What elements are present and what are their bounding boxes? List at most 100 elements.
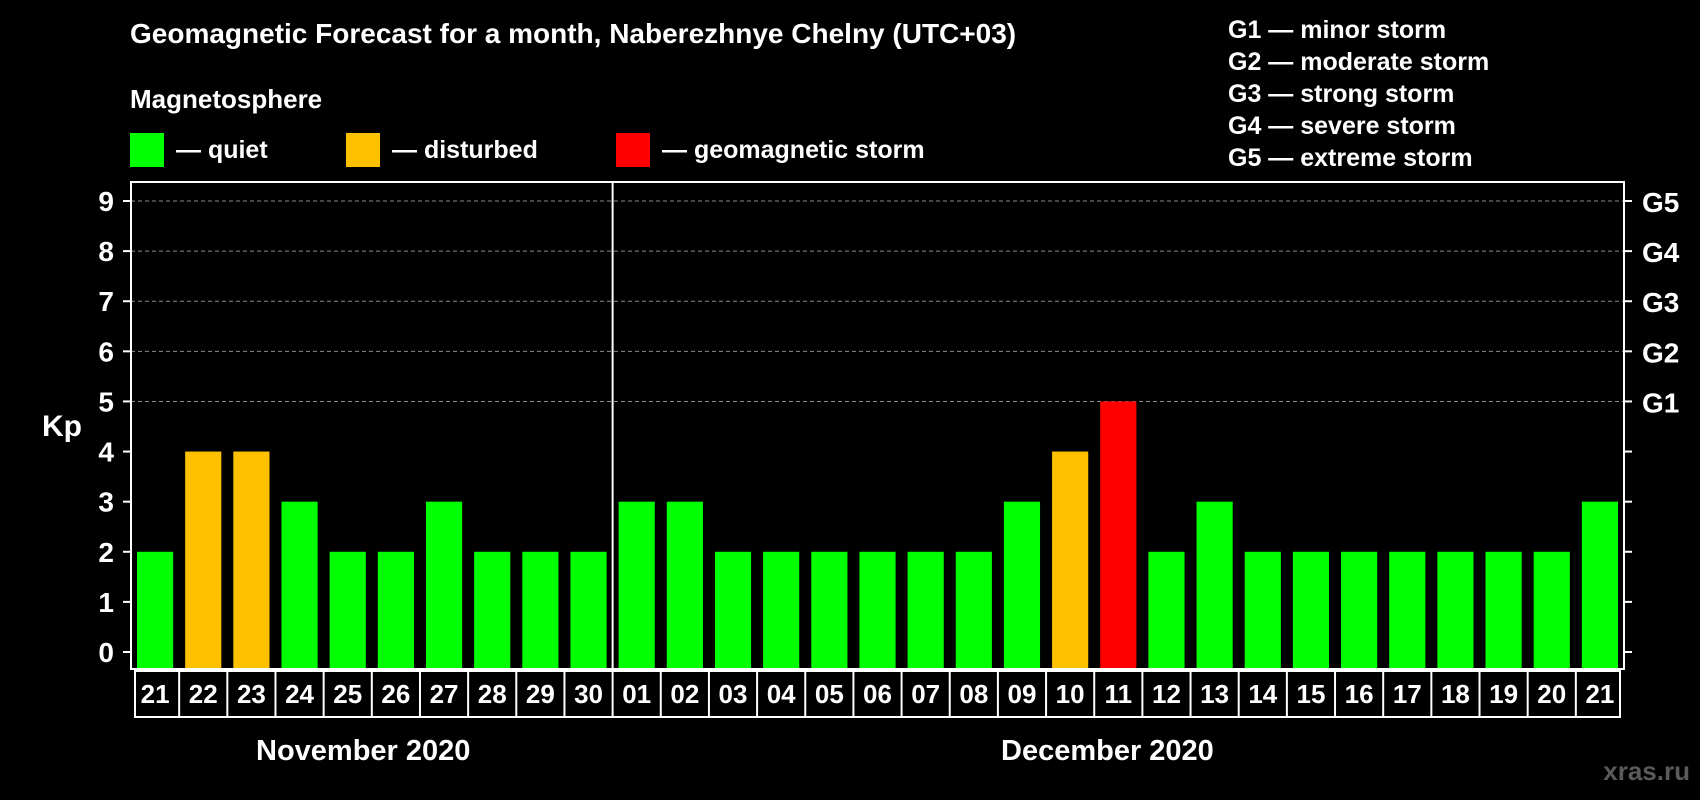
g-scale-tick-label: G2 [1642, 337, 1679, 368]
legend-storm-label: — geomagnetic storm [662, 135, 925, 164]
y-tick-label: 2 [98, 537, 114, 568]
x-tick-label: 23 [237, 679, 266, 709]
x-tick-label: 28 [478, 679, 507, 709]
g-scale-item: G2 — moderate storm [1228, 48, 1490, 76]
legend-disturbed: — disturbed [346, 133, 538, 167]
kp-bar [474, 551, 511, 668]
x-tick-label: 25 [333, 679, 362, 709]
g-scale-item: G4 — severe storm [1228, 112, 1456, 140]
legend-disturbed-label: — disturbed [392, 135, 538, 164]
x-tick-label: 03 [719, 679, 748, 709]
y-tick-label: 0 [98, 637, 114, 668]
kp-bar [522, 551, 559, 668]
kp-bar [666, 501, 703, 668]
x-tick-label: 09 [1008, 679, 1037, 709]
x-tick-label: 04 [767, 679, 796, 709]
x-tick-label: 16 [1345, 679, 1374, 709]
g-scale-tick-label: G3 [1642, 287, 1679, 318]
x-tick-label: 12 [1152, 679, 1181, 709]
x-tick-label: 15 [1296, 679, 1325, 709]
g-scale-item: G3 — strong storm [1228, 80, 1455, 108]
g-scale-item: G1 — minor storm [1228, 16, 1447, 44]
g-scale-item: G5 — extreme storm [1228, 144, 1473, 172]
kp-bar [1003, 501, 1041, 668]
x-tick-label: 30 [574, 679, 603, 709]
storm-swatch [616, 133, 650, 167]
kp-bar [329, 551, 366, 668]
kp-bar [618, 501, 655, 668]
kp-bar [955, 551, 992, 668]
x-tick-label: 17 [1393, 679, 1422, 709]
month-label-december: December 2020 [1001, 735, 1214, 767]
kp-bar [1196, 501, 1233, 668]
kp-bar [1485, 551, 1522, 668]
y-tick-label: 7 [98, 286, 114, 317]
kp-bar [1437, 551, 1474, 668]
quiet-swatch [130, 133, 164, 167]
kp-bar [1292, 551, 1330, 668]
x-tick-label: 21 [1585, 679, 1614, 709]
kp-bar [763, 551, 800, 668]
y-tick-label: 5 [98, 386, 114, 417]
kp-bar [1389, 551, 1426, 668]
date-row-frame [134, 670, 1621, 718]
x-tick-label: 05 [815, 679, 844, 709]
x-tick-label: 06 [863, 679, 892, 709]
y-tick-label: 3 [98, 487, 114, 518]
kp-bar [714, 551, 752, 668]
kp-bar [1052, 451, 1089, 668]
watermark: xras.ru [1603, 756, 1690, 786]
y-tick-label: 1 [98, 587, 114, 618]
x-tick-label: 22 [189, 679, 218, 709]
kp-bar [859, 551, 896, 668]
x-tick-label: 02 [670, 679, 699, 709]
disturbed-swatch [346, 133, 380, 167]
y-tick-label: 9 [98, 186, 114, 217]
legend-quiet: — quiet [130, 133, 268, 167]
x-tick-label: 01 [622, 679, 651, 709]
x-tick-label: 08 [959, 679, 988, 709]
g-scale-tick-label: G5 [1642, 187, 1679, 218]
x-tick-label: 20 [1537, 679, 1566, 709]
x-tick-label: 13 [1200, 679, 1229, 709]
g-scale-legend: G1 — minor storm G2 — moderate storm G3 … [1228, 14, 1489, 174]
y-tick-label: 4 [98, 437, 114, 468]
kp-bar [281, 501, 318, 668]
x-tick-label: 21 [141, 679, 170, 709]
kp-bar [811, 551, 848, 668]
g-scale-tick-label: G4 [1642, 237, 1680, 268]
month-label-november: November 2020 [256, 735, 471, 767]
kp-bar [1533, 551, 1570, 668]
kp-bar [137, 551, 174, 668]
chart-title: Geomagnetic Forecast for a month, Nabere… [130, 18, 1017, 49]
kp-bar [907, 551, 944, 668]
x-tick-label: 14 [1248, 679, 1277, 709]
kp-bar [1581, 501, 1618, 668]
y-tick-label: 6 [98, 336, 114, 367]
magnetosphere-title: Magnetosphere [130, 84, 323, 114]
x-tick-label: 26 [381, 679, 410, 709]
kp-bar [570, 551, 607, 668]
legend-storm: — geomagnetic storm [616, 133, 925, 167]
kp-bar [1148, 551, 1185, 668]
y-tick-label: 8 [98, 236, 114, 267]
kp-bar [1244, 551, 1281, 668]
x-tick-label: 18 [1441, 679, 1470, 709]
kp-bar [1100, 401, 1137, 668]
g-scale-tick-label: G1 [1642, 387, 1679, 418]
kp-bar [185, 451, 222, 668]
x-tick-label: 24 [285, 679, 314, 709]
plot-frame [130, 181, 1625, 670]
kp-bar [233, 451, 270, 668]
y-axis-label: Kp [42, 410, 82, 443]
kp-bar [425, 501, 463, 668]
x-tick-label: 19 [1489, 679, 1518, 709]
legend-quiet-label: — quiet [176, 135, 268, 164]
x-tick-label: 10 [1056, 679, 1085, 709]
x-tick-label: 07 [911, 679, 940, 709]
x-tick-label: 29 [526, 679, 555, 709]
x-tick-label: 11 [1105, 679, 1133, 709]
kp-bar [1341, 551, 1378, 668]
kp-bar [377, 551, 414, 668]
